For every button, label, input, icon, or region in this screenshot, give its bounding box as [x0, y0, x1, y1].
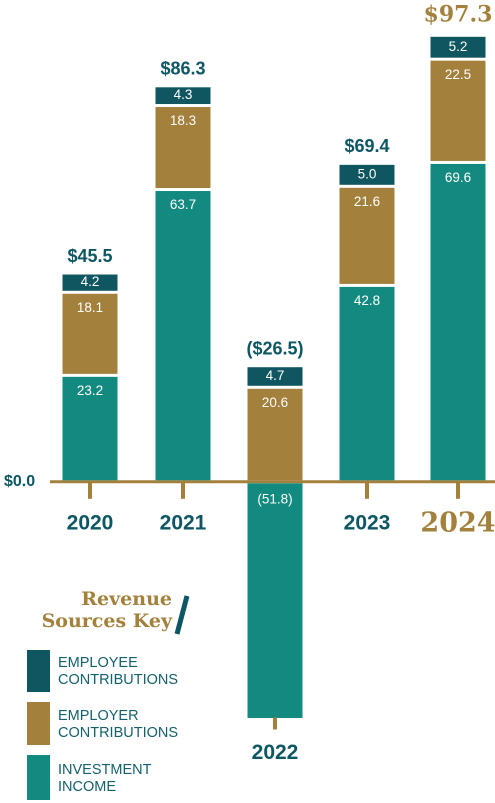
value-label: (51.8)	[257, 491, 292, 506]
bar-segment	[155, 107, 211, 189]
value-label: 42.8	[354, 293, 380, 308]
value-label: 23.2	[77, 383, 103, 398]
value-label: 63.7	[170, 197, 196, 212]
total-label: ($26.5)	[246, 338, 303, 358]
legend-swatch	[27, 755, 50, 800]
legend-label: EMPLOYEE CONTRIBUTIONS	[58, 655, 179, 688]
legend-title: Revenue Sources Key	[41, 588, 172, 632]
value-label: 69.6	[445, 170, 471, 185]
x-tick-label: 2021	[160, 511, 207, 534]
value-label: 18.1	[77, 300, 103, 315]
x-tick-label: 2023	[344, 511, 391, 534]
value-label: 4.7	[266, 368, 285, 383]
value-label: 21.6	[354, 194, 380, 209]
total-label: $97.3	[424, 1, 493, 27]
x-tick-label: 2020	[67, 511, 114, 534]
value-label: 20.6	[262, 395, 288, 410]
value-label: 22.5	[445, 67, 471, 82]
bar-segment	[247, 483, 303, 718]
bar-segment	[430, 36, 486, 58]
legend-slash	[174, 595, 190, 635]
value-label: 4.2	[81, 274, 100, 289]
legend-label: INVESTMENT INCOME	[58, 762, 152, 795]
value-label: 5.0	[358, 166, 377, 181]
legend-label: EMPLOYER CONTRIBUTIONS	[58, 708, 179, 741]
value-label: 18.3	[170, 113, 196, 128]
bar-segment	[430, 60, 486, 161]
bar-segment	[247, 367, 303, 386]
bar-segment	[339, 286, 395, 481]
bar-segment	[62, 376, 118, 481]
total-label: $69.4	[344, 136, 389, 156]
total-label: $45.5	[67, 246, 112, 266]
x-tick-label: 2022	[252, 741, 299, 764]
bar-segment	[430, 163, 486, 481]
value-label: 5.2	[449, 39, 468, 54]
y-tick-label: $0.0	[4, 473, 35, 490]
total-label: $86.3	[160, 59, 205, 79]
bar-segment	[62, 293, 118, 374]
value-label: 4.3	[174, 87, 193, 102]
legend-swatch	[27, 650, 50, 692]
legend-swatch	[27, 702, 50, 745]
bar-segment	[339, 187, 395, 284]
bar-segment	[339, 164, 395, 185]
bar-segment	[62, 274, 118, 291]
bar-segment	[155, 87, 211, 105]
x-tick-label: 2024	[420, 507, 495, 538]
bar-segment	[247, 388, 303, 481]
bar-segment	[155, 191, 211, 481]
